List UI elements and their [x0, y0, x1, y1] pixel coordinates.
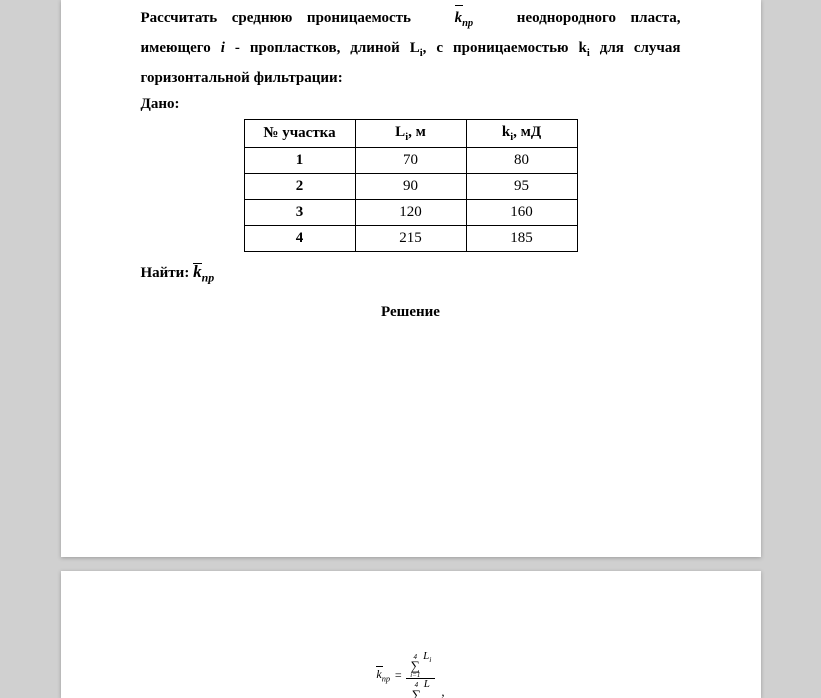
- sum-lower: i=1: [410, 672, 420, 678]
- problem-line-2: имеющего i - пропластков, длиной Li, с п…: [141, 34, 681, 64]
- sigma-icon: 4 ∑ i=1: [410, 654, 420, 678]
- cell-k: 160: [466, 200, 577, 226]
- cell-L: 70: [355, 148, 466, 174]
- header-section-number: № участка: [244, 120, 355, 148]
- table-row: 4 215 185: [244, 226, 577, 252]
- k-pr-symbol: kпр: [455, 4, 474, 34]
- page-2: kпр = 4 ∑ i=1 Li 4 ∑ L: [61, 571, 761, 698]
- cell-n: 4: [244, 226, 355, 252]
- page-gap: [0, 557, 821, 571]
- header-length: Li, м: [355, 120, 466, 148]
- given-label: Дано:: [141, 96, 681, 113]
- sum-body: Li: [423, 650, 431, 662]
- numerator: 4 ∑ i=1 Li: [406, 651, 435, 679]
- cell-L: 90: [355, 174, 466, 200]
- sum-body: L: [424, 678, 430, 690]
- problem-statement: Рассчитать среднюю проницаемость kпр нео…: [141, 0, 681, 92]
- problem-line-1: Рассчитать среднюю проницаемость kпр нео…: [141, 4, 681, 34]
- cell-L: 120: [355, 200, 466, 226]
- cell-n: 1: [244, 148, 355, 174]
- data-table: № участка Li, м ki, мД 1 70 80 2 90 95 3: [244, 119, 578, 252]
- k-pr-symbol: kпр: [193, 262, 214, 285]
- denominator: 4 ∑ L: [408, 679, 434, 698]
- text: Рассчитать среднюю проницаемость: [141, 10, 411, 26]
- cell-n: 3: [244, 200, 355, 226]
- sigma-symbol: ∑: [412, 689, 421, 698]
- viewport: Рассчитать среднюю проницаемость kпр нео…: [0, 0, 821, 698]
- cell-k: 95: [466, 174, 577, 200]
- page-1: Рассчитать среднюю проницаемость kпр нео…: [61, 0, 761, 557]
- find-line: Найти: kпр: [141, 262, 681, 285]
- cell-k: 80: [466, 148, 577, 174]
- cell-L: 215: [355, 226, 466, 252]
- table-row: 2 90 95: [244, 174, 577, 200]
- find-label: Найти:: [141, 265, 190, 281]
- problem-line-3: горизонтальной фильтрации:: [141, 64, 681, 93]
- table-header-row: № участка Li, м ki, мД: [244, 120, 577, 148]
- text: неоднородного пласта,: [517, 10, 681, 26]
- fraction: 4 ∑ i=1 Li 4 ∑ L: [406, 651, 435, 698]
- sigma-icon: 4 ∑: [412, 682, 421, 698]
- k-pr-symbol: kпр: [376, 667, 390, 683]
- trailing-comma: ,: [441, 684, 444, 698]
- equals-sign: =: [394, 668, 402, 683]
- table-row: 1 70 80: [244, 148, 577, 174]
- table-row: 3 120 160: [244, 200, 577, 226]
- cell-n: 2: [244, 174, 355, 200]
- cell-k: 185: [466, 226, 577, 252]
- header-permeability: ki, мД: [466, 120, 577, 148]
- solution-heading: Решение: [141, 304, 681, 321]
- formula-k-pr: kпр = 4 ∑ i=1 Li 4 ∑ L: [141, 651, 681, 698]
